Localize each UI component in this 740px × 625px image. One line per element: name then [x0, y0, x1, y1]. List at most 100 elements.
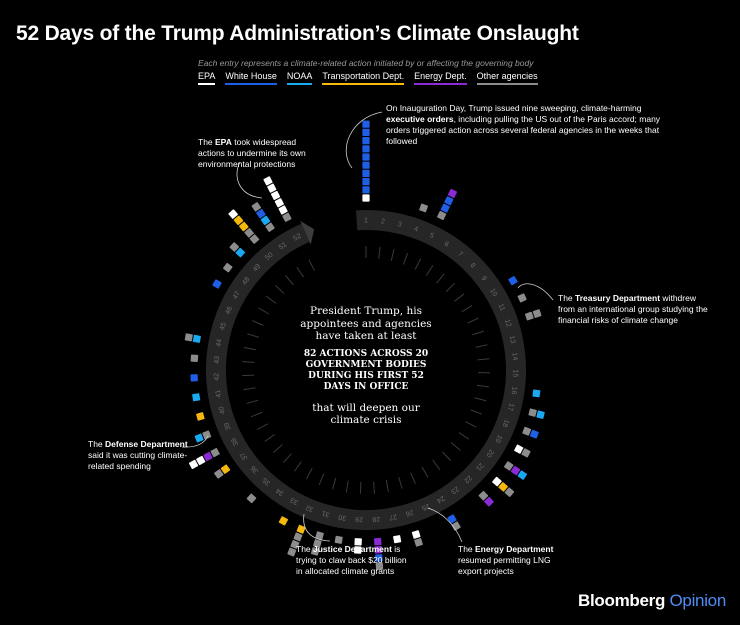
inner-tick [414, 258, 421, 270]
action-square [532, 309, 542, 318]
action-square [265, 222, 275, 232]
day-label: 29 [355, 515, 363, 522]
inner-tick [275, 284, 285, 294]
action-square [528, 408, 537, 417]
action-square [504, 461, 514, 471]
annotation-leader [236, 161, 263, 199]
action-square [393, 535, 402, 544]
day-label: 1 [364, 218, 368, 225]
day-label: 17 [506, 402, 515, 411]
day-label: 38 [230, 436, 240, 446]
inner-tick [246, 399, 259, 404]
inner-tick [242, 374, 255, 377]
action-square [362, 194, 370, 202]
inner-tick [252, 320, 264, 326]
action-square [375, 554, 383, 562]
annotation-leader [345, 111, 383, 169]
action-square [451, 521, 461, 531]
action-square [411, 530, 421, 539]
day-label: 41 [215, 389, 223, 398]
inner-tick [345, 480, 349, 493]
center-line-3: that will deepen our climate crisis [312, 401, 420, 427]
legend-item: Energy Dept. [414, 71, 467, 85]
day-label: 32 [305, 503, 315, 512]
action-square [278, 205, 288, 215]
chart-subtitle: Each entry represents a climate-related … [198, 58, 534, 68]
inner-tick [475, 344, 488, 348]
day-label: 45 [219, 322, 228, 332]
annotation-defense: The Defense Department said it was cutti… [88, 439, 188, 471]
annotation-inauguration: On Inauguration Day, Trump issued nine s… [386, 103, 661, 146]
inner-tick [465, 421, 477, 428]
action-square [517, 470, 528, 480]
legend-swatch [322, 83, 405, 85]
annotation-treasury: The Treasury Department withdrew from an… [558, 293, 708, 325]
action-square [498, 482, 508, 492]
day-label: 7 [456, 250, 464, 258]
action-square [310, 547, 320, 556]
day-label: 22 [462, 474, 473, 485]
center-line-2: 82 ACTIONS ACROSS 20 GOVERNMENT BODIES D… [303, 348, 429, 392]
inner-tick [470, 409, 483, 415]
action-square [362, 137, 370, 145]
day-label: 49 [252, 263, 263, 274]
inner-tick [454, 293, 465, 302]
bloomberg-opinion-logo: Bloomberg Opinion [578, 591, 726, 610]
day-label: 36 [250, 464, 260, 475]
action-square [525, 311, 534, 321]
action-square [313, 539, 322, 548]
action-square [315, 531, 324, 540]
action-square [334, 535, 343, 544]
inner-tick [476, 384, 489, 388]
inner-tick [421, 466, 429, 478]
annotation-energy: The Energy Department resumed permitting… [458, 544, 554, 576]
action-square [444, 196, 454, 206]
day-label: 33 [289, 496, 299, 506]
action-square [362, 178, 370, 186]
action-square [437, 210, 447, 221]
inner-tick [256, 423, 268, 430]
inner-tick [318, 473, 325, 486]
annotation-leader [303, 513, 331, 542]
day-label: 37 [239, 451, 249, 461]
action-square [362, 145, 370, 153]
day-label: 8 [469, 262, 477, 270]
action-square [190, 354, 199, 363]
action-square [256, 208, 266, 219]
action-square [192, 334, 201, 343]
action-square [362, 186, 370, 194]
inner-tick [474, 397, 487, 402]
action-square [214, 469, 224, 479]
annotation-epa: The EPA took widespread actions to under… [198, 137, 306, 169]
day-label: 43 [214, 356, 222, 364]
inner-tick [467, 317, 479, 324]
legend-item: Other agencies [476, 71, 538, 85]
inner-tick [243, 387, 256, 391]
day-label: 26 [405, 508, 415, 517]
action-square [274, 198, 284, 208]
day-label: 47 [232, 290, 242, 300]
inner-tick [425, 265, 434, 276]
timeline-arrowhead [300, 220, 315, 245]
action-square [373, 537, 382, 546]
action-square [362, 153, 370, 161]
inner-tick [250, 411, 263, 418]
action-square [270, 190, 281, 201]
inner-tick [258, 307, 270, 315]
day-label: 30 [338, 513, 347, 521]
action-square [235, 247, 246, 258]
timeline-ring [206, 210, 526, 530]
inner-tick [442, 451, 452, 461]
action-square [508, 275, 518, 286]
action-square [188, 459, 199, 469]
legend-label: Energy Dept. [414, 71, 467, 81]
day-label: 25 [420, 502, 430, 512]
inner-tick [266, 295, 277, 304]
action-square [290, 540, 300, 549]
inner-tick [306, 468, 313, 480]
inner-tick [247, 333, 260, 338]
action-square [492, 476, 502, 487]
legend-item: EPA [198, 71, 216, 85]
legend-swatch [286, 83, 313, 85]
day-label: 16 [510, 386, 518, 395]
